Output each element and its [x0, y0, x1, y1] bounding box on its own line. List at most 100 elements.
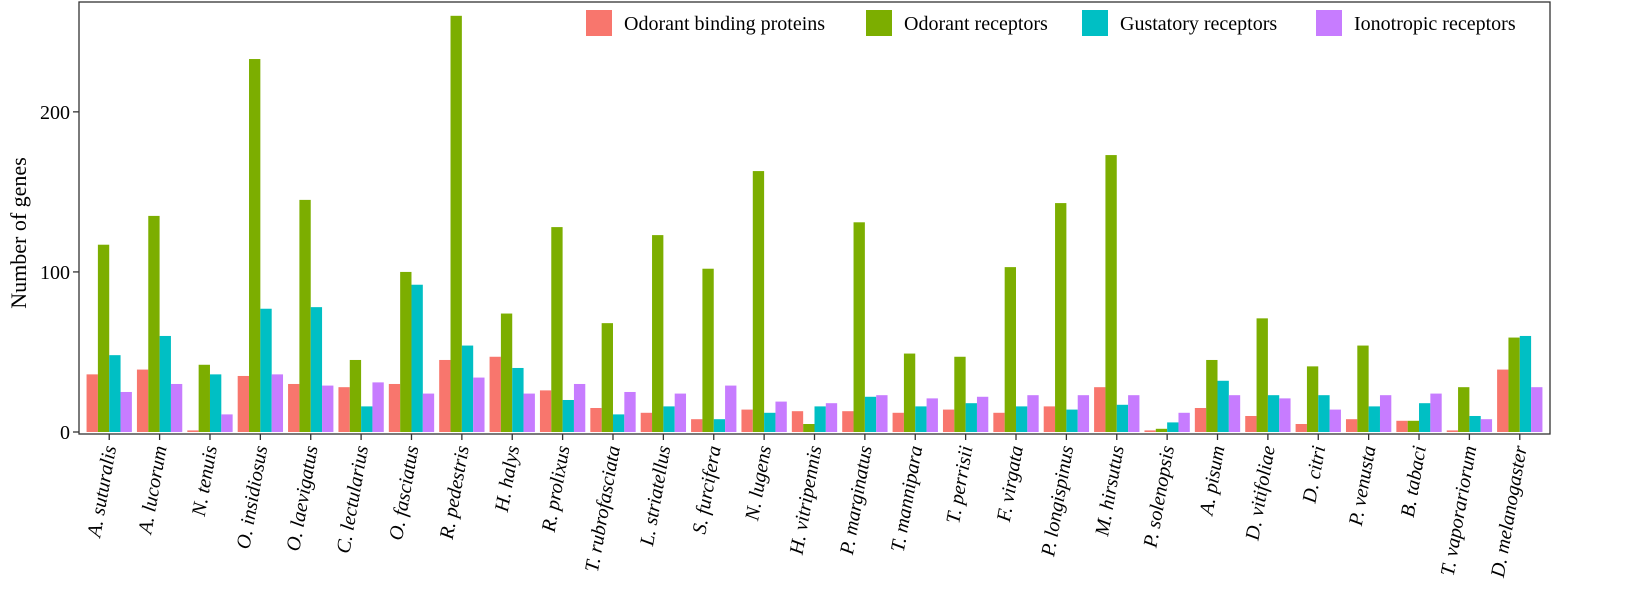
bar-odorant-receptors-a-pisum — [1206, 359, 1218, 432]
bar-gustatory-receptors-b-tabaci — [1419, 403, 1431, 432]
bar-gustatory-receptors-p-marginatus — [864, 396, 877, 432]
bar-odorant-binding-proteins-a-pisum — [1194, 407, 1207, 432]
legend-swatch-odorant-binding-proteins — [586, 10, 612, 36]
legend-swatch-odorant-receptors — [866, 10, 892, 36]
x-tick-label-r-prolixus: R. prolixus — [538, 444, 575, 535]
x-tick-label-t-vaporariorum: T. vaporariorum — [1437, 444, 1482, 578]
bar-odorant-binding-proteins-a-lucorum — [136, 369, 149, 432]
x-tick-label-l-striatellus: L. striatellus — [636, 444, 675, 549]
x-tick-label-t-perrisii: T. perrisii — [942, 444, 977, 525]
bar-odorant-binding-proteins-a-suturalis — [86, 374, 98, 432]
bar-ionotropic-receptors-p-venusta — [1379, 395, 1392, 432]
bar-gustatory-receptors-a-suturalis — [109, 355, 121, 432]
bar-odorant-binding-proteins-d-melanogaster — [1497, 369, 1509, 432]
bar-odorant-receptors-d-vitifoliae — [1256, 318, 1268, 432]
bar-gustatory-receptors-n-tenuis — [209, 374, 222, 432]
bar-ionotropic-receptors-o-insidiosus — [271, 374, 284, 432]
bar-ionotropic-receptors-d-citri — [1329, 409, 1341, 432]
bar-odorant-receptors-r-prolixus — [551, 227, 563, 432]
bar-gustatory-receptors-p-solenopsis — [1167, 422, 1179, 432]
bar-gustatory-receptors-h-halys — [512, 367, 524, 432]
bar-ionotropic-receptors-p-marginatus — [876, 395, 888, 432]
x-tick-label-r-pedestris: R. pedestris — [436, 444, 474, 542]
x-tick-label-d-melanogaster: D. melanogaster — [1487, 444, 1532, 580]
bar-odorant-receptors-h-halys — [500, 313, 513, 432]
bar-ionotropic-receptors-d-melanogaster — [1531, 387, 1543, 432]
bar-odorant-receptors-h-vitripennis — [803, 424, 815, 432]
bar-odorant-receptors-n-tenuis — [198, 364, 210, 432]
x-tick-label-o-laevigatus: O. laevigatus — [282, 444, 322, 553]
bar-ionotropic-receptors-r-pedestris — [473, 377, 485, 432]
bar-odorant-receptors-p-longispinus — [1055, 203, 1067, 432]
bar-odorant-binding-proteins-f-virgata — [993, 412, 1005, 432]
bar-gustatory-receptors-m-hirsutus — [1116, 404, 1129, 432]
x-tick-label-d-vitifoliae: D. vitifoliae — [1241, 444, 1279, 543]
bar-gustatory-receptors-o-laevigatus — [310, 307, 323, 432]
bar-odorant-receptors-d-melanogaster — [1508, 337, 1520, 432]
x-tick-label-h-halys: H. halys — [491, 444, 524, 515]
x-tick-label-a-lucorum: A. lucorum — [134, 444, 171, 537]
bar-odorant-binding-proteins-o-fasciatus — [388, 383, 401, 432]
bar-gustatory-receptors-c-lectularius — [361, 406, 373, 432]
bar-odorant-binding-proteins-l-striatellus — [640, 412, 653, 432]
legend-label-odorant-receptors: Odorant receptors — [904, 13, 1048, 35]
x-axis: A. suturalis A. lucorum N. tenuis O. insidi… — [83, 434, 1532, 580]
bar-odorant-receptors-t-vaporariorum — [1458, 387, 1470, 432]
bar-ionotropic-receptors-n-tenuis — [221, 414, 233, 432]
bar-ionotropic-receptors-f-virgata — [1027, 395, 1039, 432]
x-tick-label-b-tabaci: B. tabaci — [1397, 444, 1431, 519]
bar-gustatory-receptors-d-vitifoliae — [1267, 395, 1280, 432]
x-tick-label-n-lugens: N. lugens — [741, 444, 776, 523]
x-tick-label-p-marginatus: P. marginatus — [836, 444, 877, 557]
legend-swatch-ionotropic-receptors — [1316, 10, 1342, 36]
bar-odorant-binding-proteins-d-citri — [1295, 424, 1307, 432]
bar-odorant-binding-proteins-h-vitripennis — [791, 411, 804, 432]
bar-gustatory-receptors-o-insidiosus — [260, 308, 272, 432]
bar-odorant-receptors-a-suturalis — [97, 244, 110, 432]
bar-odorant-binding-proteins-n-tenuis — [187, 430, 199, 432]
bar-ionotropic-receptors-d-vitifoliae — [1279, 398, 1291, 432]
bar-odorant-binding-proteins-c-lectularius — [338, 387, 350, 432]
bar-gustatory-receptors-f-virgata — [1016, 406, 1028, 432]
y-axis-label: Number of genes — [6, 157, 31, 309]
bar-odorant-receptors-d-citri — [1306, 366, 1319, 432]
bar-gustatory-receptors-h-vitripennis — [814, 406, 826, 432]
x-tick-label-c-lectularius: C. lectularius — [332, 444, 373, 555]
bar-ionotropic-receptors-c-lectularius — [372, 382, 384, 432]
x-tick-label-o-fasciatus: O. fasciatus — [385, 444, 423, 542]
bar-gustatory-receptors-a-lucorum — [159, 335, 171, 432]
bar-odorant-receptors-o-insidiosus — [249, 59, 261, 432]
bar-gustatory-receptors-t-rubrofasciata — [612, 414, 625, 432]
bar-odorant-binding-proteins-o-laevigatus — [288, 383, 300, 432]
y-tick-label-0: 0 — [60, 422, 70, 444]
bar-odorant-binding-proteins-p-venusta — [1345, 419, 1358, 432]
bar-gustatory-receptors-r-pedestris — [461, 345, 474, 432]
bar-odorant-binding-proteins-r-pedestris — [439, 359, 451, 432]
bar-odorant-binding-proteins-o-insidiosus — [237, 375, 250, 432]
bar-ionotropic-receptors-n-lugens — [775, 401, 787, 432]
bar-gustatory-receptors-t-mannipara — [915, 406, 927, 432]
y-axis: 0 100 200 — [40, 102, 79, 444]
bar-odorant-receptors-p-venusta — [1357, 345, 1369, 432]
bar-odorant-binding-proteins-t-vaporariorum — [1446, 430, 1459, 432]
x-tick-label-h-vitripennis: H. vitripennis — [785, 444, 826, 557]
bar-ionotropic-receptors-t-vaporariorum — [1480, 419, 1493, 432]
x-tick-label-t-rubrofasciata: T. rubrofasciata — [581, 444, 625, 574]
legend-label-ionotropic-receptors: Ionotropic receptors — [1354, 13, 1516, 35]
bar-ionotropic-receptors-t-perrisii — [976, 396, 989, 432]
bar-odorant-receptors-m-hirsutus — [1105, 155, 1117, 432]
bar-ionotropic-receptors-t-rubrofasciata — [624, 391, 636, 432]
bar-odorant-receptors-o-laevigatus — [299, 199, 311, 432]
x-tick-label-m-hirsutus: M. hirsutus — [1091, 444, 1129, 539]
bar-gustatory-receptors-p-venusta — [1368, 406, 1380, 432]
y-tick-label-100: 100 — [40, 262, 70, 284]
bar-gustatory-receptors-d-citri — [1318, 395, 1330, 432]
x-tick-label-p-solenopsis: P. solenopsis — [1139, 444, 1179, 550]
bar-ionotropic-receptors-p-longispinus — [1077, 395, 1090, 432]
bar-odorant-receptors-t-rubrofasciata — [601, 323, 613, 432]
bar-gustatory-receptors-a-pisum — [1217, 380, 1229, 432]
bar-ionotropic-receptors-m-hirsutus — [1128, 395, 1140, 432]
bar-ionotropic-receptors-a-suturalis — [120, 391, 132, 432]
bar-gustatory-receptors-o-fasciatus — [411, 284, 423, 432]
